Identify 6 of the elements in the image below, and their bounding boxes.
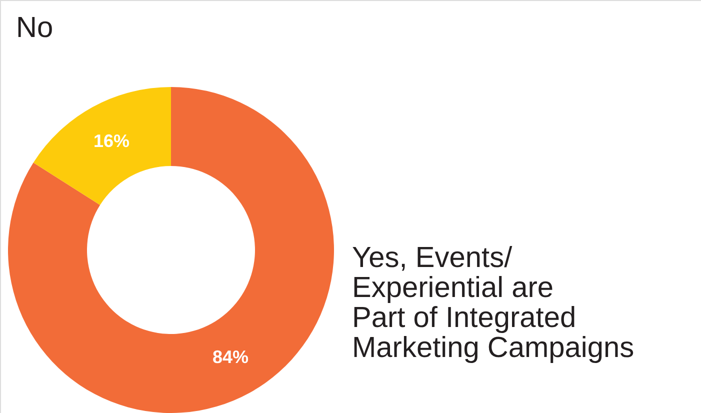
- data-label: 84%: [212, 347, 249, 368]
- slice-label: Yes, Events/ Experiential are Part of Integrated Marketing Campaigns: [352, 242, 634, 364]
- donut-slice: [33, 87, 171, 205]
- donut-slice: [8, 87, 334, 413]
- data-label: 16%: [93, 130, 130, 151]
- slice-label: No: [16, 12, 54, 44]
